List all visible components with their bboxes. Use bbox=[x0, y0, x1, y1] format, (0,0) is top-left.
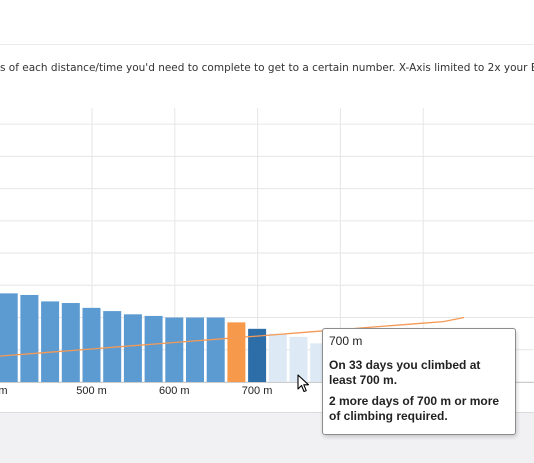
bar-400m bbox=[0, 293, 18, 382]
bar-750m bbox=[289, 336, 308, 382]
bar-700m bbox=[248, 328, 267, 382]
tooltip-title: 700 m bbox=[329, 334, 363, 348]
chart-tooltip: 700 m On 33 days you climbed at least 70… bbox=[322, 328, 516, 435]
x-tick-label-500: 500 m bbox=[76, 385, 107, 397]
chart-description: s of each distance/time you'd need to co… bbox=[0, 62, 534, 74]
x-tick-label-700: 700 m bbox=[242, 385, 273, 397]
bar-475m bbox=[61, 303, 80, 382]
bar-600m bbox=[165, 317, 184, 382]
bar-500m bbox=[82, 307, 101, 382]
bar-525m bbox=[103, 311, 122, 382]
bar-425m bbox=[20, 294, 39, 382]
top-strip bbox=[0, 0, 534, 45]
bar-675m bbox=[227, 322, 246, 382]
x-tick-label-partial: m bbox=[0, 385, 8, 397]
bar-725m bbox=[268, 333, 287, 382]
bar-575m bbox=[144, 315, 163, 382]
mouse-cursor-icon bbox=[297, 374, 310, 393]
bar-650m bbox=[206, 317, 225, 382]
tooltip-line-achieved: On 33 days you climbed at least 700 m. bbox=[329, 358, 481, 387]
bar-625m bbox=[186, 317, 204, 382]
bar-550m bbox=[123, 314, 142, 382]
bar-450m bbox=[41, 301, 60, 382]
tooltip-line-required: 2 more days of 700 m or more of climbing… bbox=[329, 394, 500, 423]
x-tick-label-600: 600 m bbox=[159, 385, 190, 397]
required-days-line bbox=[0, 316, 465, 357]
